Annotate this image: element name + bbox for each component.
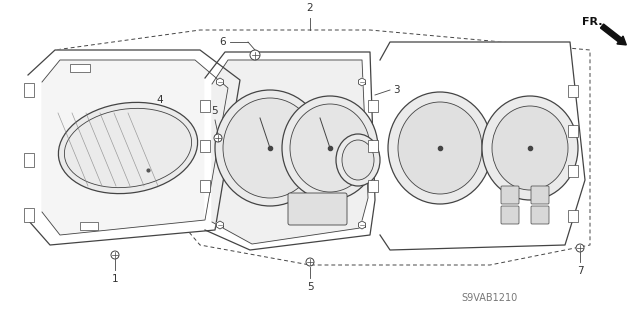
FancyBboxPatch shape xyxy=(200,180,210,192)
Ellipse shape xyxy=(336,134,380,186)
Text: 5: 5 xyxy=(212,106,218,116)
Ellipse shape xyxy=(282,96,378,200)
Text: S9VAB1210: S9VAB1210 xyxy=(462,293,518,303)
FancyBboxPatch shape xyxy=(24,208,34,222)
Ellipse shape xyxy=(342,140,374,180)
FancyBboxPatch shape xyxy=(568,85,578,97)
FancyBboxPatch shape xyxy=(568,210,578,222)
FancyBboxPatch shape xyxy=(200,100,210,112)
FancyBboxPatch shape xyxy=(70,64,90,72)
FancyArrow shape xyxy=(600,24,627,45)
Circle shape xyxy=(111,251,119,259)
FancyBboxPatch shape xyxy=(531,206,549,224)
FancyBboxPatch shape xyxy=(24,153,34,167)
Polygon shape xyxy=(205,52,375,250)
Circle shape xyxy=(306,258,314,266)
Ellipse shape xyxy=(290,104,370,192)
Ellipse shape xyxy=(482,96,578,200)
Text: 1: 1 xyxy=(112,274,118,284)
Polygon shape xyxy=(216,221,223,229)
Circle shape xyxy=(576,244,584,252)
Text: 7: 7 xyxy=(577,266,583,276)
FancyBboxPatch shape xyxy=(531,186,549,204)
FancyBboxPatch shape xyxy=(368,100,378,112)
FancyBboxPatch shape xyxy=(568,165,578,177)
Circle shape xyxy=(214,134,222,142)
FancyBboxPatch shape xyxy=(24,83,34,97)
Ellipse shape xyxy=(388,92,492,204)
Polygon shape xyxy=(28,50,240,245)
Ellipse shape xyxy=(223,98,317,198)
Text: 6: 6 xyxy=(220,37,226,47)
FancyBboxPatch shape xyxy=(288,193,347,225)
Ellipse shape xyxy=(492,106,568,190)
Polygon shape xyxy=(42,60,228,235)
Text: 4: 4 xyxy=(157,95,163,105)
FancyBboxPatch shape xyxy=(200,140,210,152)
FancyBboxPatch shape xyxy=(368,180,378,192)
Circle shape xyxy=(250,50,260,60)
FancyBboxPatch shape xyxy=(568,125,578,137)
Polygon shape xyxy=(358,221,365,229)
Ellipse shape xyxy=(58,102,198,194)
FancyBboxPatch shape xyxy=(501,186,519,204)
Text: 3: 3 xyxy=(393,85,399,95)
Polygon shape xyxy=(212,60,368,244)
Text: FR.: FR. xyxy=(582,17,602,27)
Polygon shape xyxy=(380,42,585,250)
FancyBboxPatch shape xyxy=(501,206,519,224)
Text: 5: 5 xyxy=(307,282,314,292)
FancyBboxPatch shape xyxy=(80,222,98,230)
Polygon shape xyxy=(216,78,223,86)
Polygon shape xyxy=(358,78,365,86)
Ellipse shape xyxy=(398,102,482,194)
Ellipse shape xyxy=(215,90,325,206)
FancyBboxPatch shape xyxy=(368,140,378,152)
Text: 2: 2 xyxy=(307,3,314,13)
